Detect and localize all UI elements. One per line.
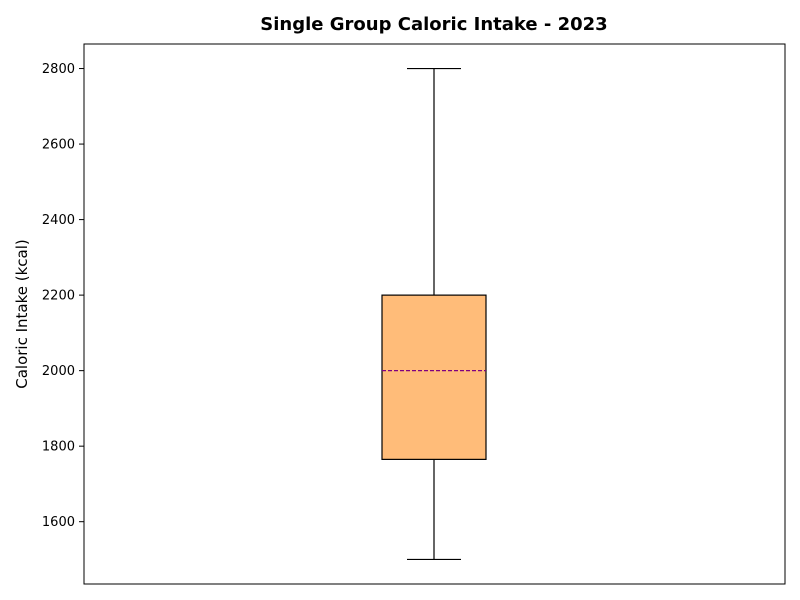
iqr-box <box>381 294 487 460</box>
y-tick-label: 2000 <box>42 364 75 379</box>
plot-area: 1600 1800 2000 2200 2400 2600 2800 <box>42 43 786 585</box>
y-tick-label: 1800 <box>42 440 75 455</box>
y-axis-label: Caloric Intake (kcal) <box>13 239 31 389</box>
y-tick-label: 2800 <box>42 62 75 77</box>
y-tick-label: 2200 <box>42 289 75 304</box>
y-tick-label: 2400 <box>42 213 75 228</box>
y-tick-label: 1600 <box>42 515 75 530</box>
chart-title: Single Group Caloric Intake - 2023 <box>260 14 607 35</box>
plot-frame <box>83 43 786 585</box>
y-tick-label: 2600 <box>42 138 75 153</box>
